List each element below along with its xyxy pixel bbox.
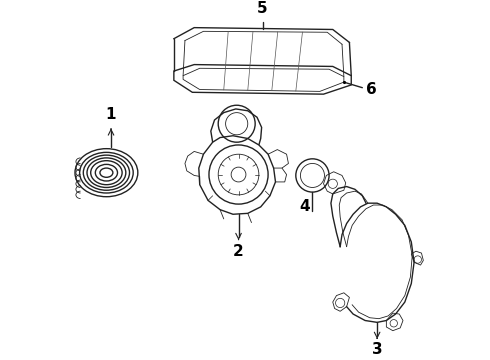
Text: 2: 2 bbox=[233, 244, 244, 259]
Text: 4: 4 bbox=[300, 199, 310, 214]
Text: 1: 1 bbox=[106, 107, 116, 122]
Text: 6: 6 bbox=[366, 82, 377, 97]
Text: 3: 3 bbox=[372, 342, 382, 357]
Text: 5: 5 bbox=[257, 1, 268, 15]
